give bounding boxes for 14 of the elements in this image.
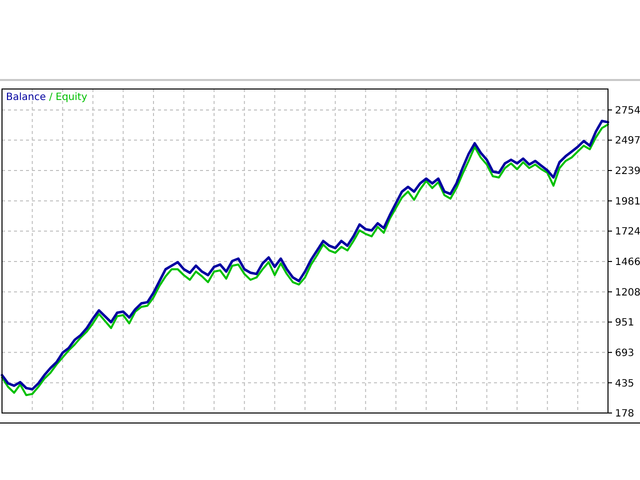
y-tick-label: 1724 [615, 226, 640, 238]
y-tick-label: 178 [615, 408, 634, 420]
y-tick-label: 435 [615, 378, 634, 390]
text: Balance [6, 92, 46, 103]
y-tick-label: 951 [615, 318, 634, 329]
y-tick-label: 1208 [615, 287, 640, 298]
y-tick-label: 2239 [615, 166, 640, 178]
y-tick-label: 1981 [615, 196, 640, 208]
annotation: / [49, 92, 52, 103]
text: Equity [56, 92, 88, 103]
y-tick-label: 1466 [615, 256, 640, 268]
y-tick-label: 2497 [615, 136, 640, 147]
y-tick-label: 2754 [615, 105, 640, 116]
y-tick-label: 693 [615, 348, 634, 359]
